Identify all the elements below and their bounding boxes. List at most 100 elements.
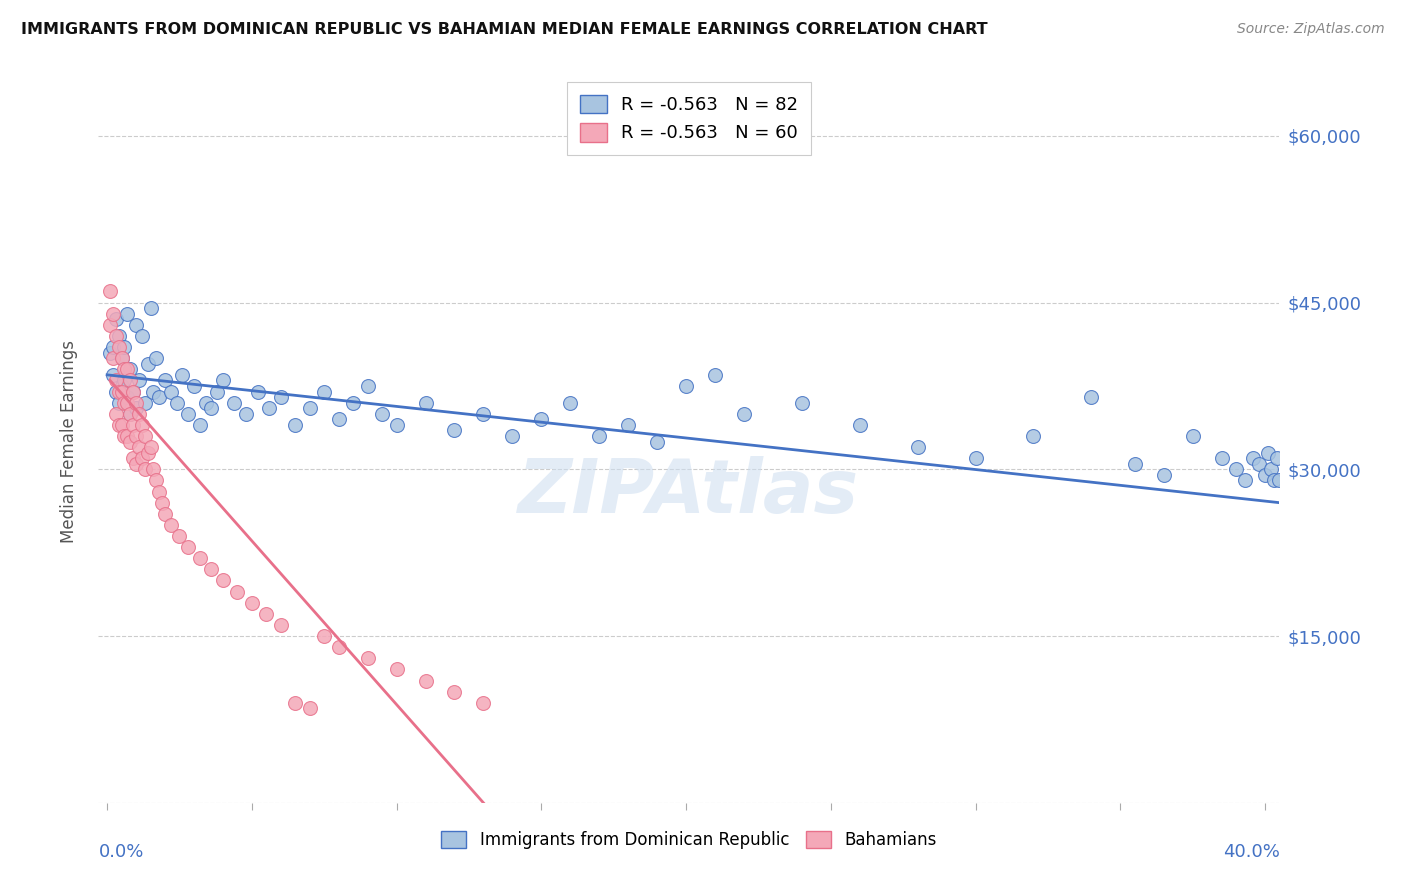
Point [104, 384, 127, 399]
Point [194, 395, 217, 409]
Point [104, 373, 127, 387]
Point [128, 407, 150, 421]
Point [107, 329, 129, 343]
Point [139, 301, 162, 315]
Point [235, 407, 257, 421]
Text: 0.0%: 0.0% [98, 843, 143, 861]
Point [1257, 445, 1279, 459]
Point [1022, 429, 1045, 443]
Point [98, 345, 121, 359]
Point [159, 517, 181, 532]
Point [128, 440, 150, 454]
Point [212, 373, 235, 387]
Point [183, 379, 205, 393]
Point [1249, 457, 1271, 471]
Point [104, 312, 127, 326]
Point [177, 540, 200, 554]
Point [385, 662, 408, 676]
Point [142, 462, 165, 476]
Point [142, 384, 165, 399]
Point [385, 417, 408, 432]
Point [415, 673, 437, 688]
Point [314, 384, 336, 399]
Point [110, 379, 132, 393]
Point [1225, 462, 1247, 476]
Point [415, 395, 437, 409]
Point [314, 629, 336, 643]
Point [98, 285, 121, 299]
Point [107, 384, 129, 399]
Point [704, 368, 727, 382]
Point [254, 607, 277, 621]
Point [257, 401, 280, 416]
Point [169, 529, 191, 543]
Point [1260, 462, 1282, 476]
Point [122, 384, 145, 399]
Point [145, 474, 167, 488]
Point [617, 417, 640, 432]
Point [101, 351, 124, 366]
Point [1268, 474, 1291, 488]
Point [148, 390, 170, 404]
Point [443, 684, 465, 698]
Point [188, 417, 211, 432]
Y-axis label: Median Female Earnings: Median Female Earnings [59, 340, 77, 543]
Point [101, 340, 124, 354]
Point [120, 407, 142, 421]
Point [560, 395, 582, 409]
Point [120, 373, 142, 387]
Point [136, 445, 159, 459]
Point [114, 395, 136, 409]
Point [1153, 467, 1175, 482]
Point [136, 357, 159, 371]
Point [122, 417, 145, 432]
Point [270, 390, 292, 404]
Point [110, 351, 132, 366]
Point [675, 379, 697, 393]
Text: ZIPAtlas: ZIPAtlas [519, 456, 859, 529]
Point [328, 640, 350, 655]
Point [530, 412, 553, 426]
Point [200, 562, 222, 576]
Point [107, 395, 129, 409]
Point [117, 307, 139, 321]
Point [153, 373, 176, 387]
Point [114, 340, 136, 354]
Point [356, 379, 378, 393]
Point [246, 384, 269, 399]
Point [848, 417, 870, 432]
Point [501, 429, 523, 443]
Point [472, 696, 495, 710]
Point [645, 434, 668, 449]
Point [98, 318, 121, 332]
Text: 40.0%: 40.0% [1223, 843, 1279, 861]
Point [101, 368, 124, 382]
Point [104, 329, 127, 343]
Point [120, 434, 142, 449]
Point [128, 373, 150, 387]
Point [104, 407, 127, 421]
Point [907, 440, 929, 454]
Point [270, 618, 292, 632]
Point [284, 417, 307, 432]
Point [1211, 451, 1233, 466]
Point [240, 596, 263, 610]
Point [117, 362, 139, 376]
Point [125, 401, 148, 416]
Point [588, 429, 610, 443]
Point [131, 417, 153, 432]
Point [1254, 467, 1277, 482]
Point [117, 390, 139, 404]
Point [224, 395, 246, 409]
Point [172, 368, 194, 382]
Point [122, 451, 145, 466]
Point [150, 496, 173, 510]
Point [356, 651, 378, 665]
Point [117, 395, 139, 409]
Point [131, 329, 153, 343]
Point [148, 484, 170, 499]
Point [1181, 429, 1204, 443]
Point [177, 407, 200, 421]
Point [131, 451, 153, 466]
Point [110, 384, 132, 399]
